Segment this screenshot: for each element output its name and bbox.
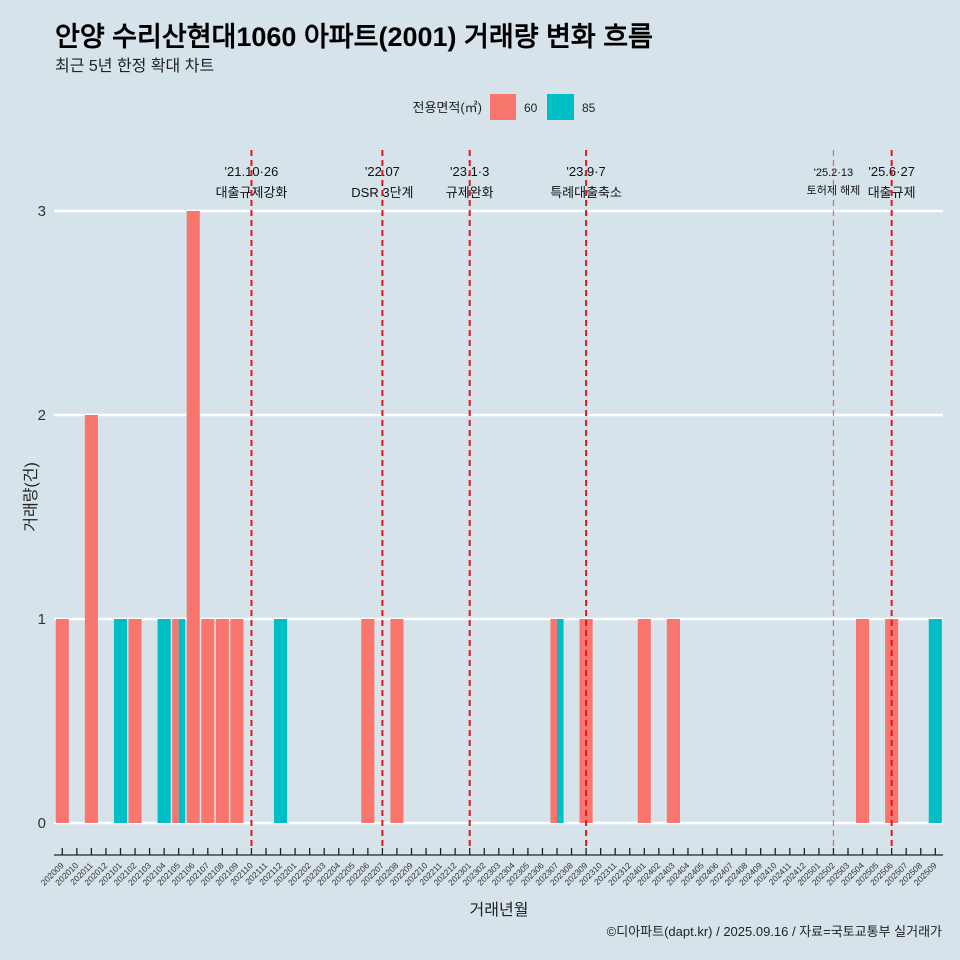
chart-title: 안양 수리산현대1060 아파트(2001) 거래량 변화 흐름 (55, 22, 653, 52)
bar-60-202109 (230, 619, 244, 823)
bar-60-202403 (666, 619, 680, 823)
bar-60-202206 (361, 619, 375, 823)
bar-85-202307 (557, 619, 564, 823)
y-tick-label: 2 (38, 407, 46, 424)
legend-label-60: 60 (524, 101, 538, 115)
bar-60-202307 (550, 619, 557, 823)
legend-key-60 (490, 94, 516, 120)
annotation-lines (250, 150, 893, 848)
x-axis-title: 거래년월 (470, 901, 529, 919)
bar-85-202105 (178, 619, 186, 823)
bar-85-202101 (113, 619, 128, 823)
bar-60-202208 (390, 619, 404, 823)
bar-60-202401 (637, 619, 651, 823)
bar-60-202504 (856, 619, 870, 823)
y-axis-title: 거래량(건) (22, 462, 40, 532)
y-tick-label: 0 (38, 815, 46, 832)
legend-title: 전용면적(㎡) (413, 100, 483, 115)
y-tick-label: 1 (38, 611, 46, 628)
bar-85-202112 (274, 619, 288, 823)
legend: 전용면적(㎡) 60 85 (413, 94, 596, 120)
bar-85-202104 (157, 619, 171, 823)
legend-key-85 (547, 94, 574, 120)
bar-60-202102 (128, 619, 142, 823)
bar-85-202509 (928, 619, 942, 823)
bar-60-202107 (201, 619, 215, 823)
y-tick-labels: 0 1 2 3 (38, 203, 46, 832)
bar-60-202106 (186, 211, 200, 823)
bar-60-202009 (55, 619, 69, 823)
bar-60-202011 (84, 415, 98, 823)
legend-label-85: 85 (582, 101, 596, 115)
bar-60-202105 (172, 619, 179, 823)
chart-caption: ©디아파트(dapt.kr) / 2025.09.16 / 자료=국토교통부 실… (607, 924, 942, 939)
chart-subtitle: 최근 5년 한정 확대 차트 (55, 57, 214, 75)
y-tick-label: 3 (38, 203, 46, 220)
bar-60-202108 (215, 619, 229, 823)
